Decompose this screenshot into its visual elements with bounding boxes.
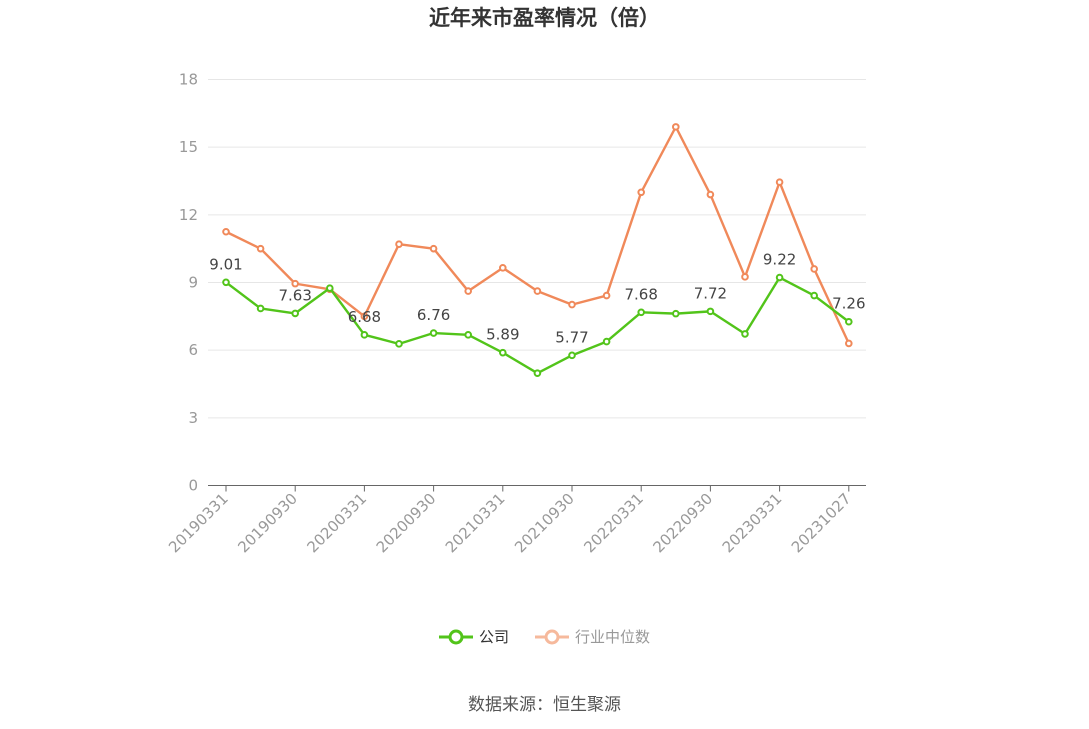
data-point-company[interactable] (637, 308, 646, 317)
data-point-industry[interactable] (222, 227, 230, 236)
data-label: 9.01 (209, 255, 242, 273)
data-label: 7.72 (694, 284, 727, 302)
legend-company-label: 公司 (478, 628, 509, 646)
data-point-industry[interactable] (845, 339, 853, 348)
legend-industry-icon (535, 629, 569, 644)
data-point-industry[interactable] (637, 188, 646, 197)
data-label: 5.77 (555, 328, 588, 346)
y-tick-label: 6 (188, 341, 198, 359)
data-point-industry[interactable] (395, 240, 403, 248)
data-point-company[interactable] (464, 331, 473, 339)
x-tick-label: 20231027 (788, 490, 855, 557)
data-point-industry[interactable] (741, 273, 749, 281)
data-point-company[interactable] (845, 317, 853, 326)
data-point-industry[interactable] (464, 287, 473, 295)
data-label: 7.63 (278, 286, 311, 304)
y-tick-label: 0 (188, 477, 198, 495)
legend-item-company[interactable]: 公司 (438, 626, 509, 647)
data-point-company[interactable] (395, 340, 403, 348)
data-label: 5.89 (486, 326, 519, 344)
data-point-company[interactable] (775, 273, 784, 282)
y-tick-label: 3 (188, 409, 198, 427)
data-point-industry[interactable] (499, 264, 507, 272)
data-label: 9.22 (763, 251, 796, 269)
data-point-company[interactable] (499, 348, 507, 357)
y-tick-label: 15 (179, 138, 198, 156)
x-tick-label: 20210930 (511, 490, 578, 557)
legend-industry-label: 行业中位数 (575, 628, 651, 646)
data-point-company[interactable] (256, 304, 265, 313)
data-point-industry[interactable] (568, 300, 576, 309)
data-point-industry[interactable] (672, 123, 680, 131)
data-label: 6.68 (348, 308, 381, 326)
y-tick-label: 12 (179, 206, 198, 224)
data-point-company[interactable] (706, 307, 715, 316)
axes: 0 3 6 9 12 15 18 20190331 20190930 20200331 202009… (165, 71, 866, 557)
data-point-industry[interactable] (533, 287, 542, 295)
grid-lines (208, 79, 866, 419)
chart-title: 近年来市盈率情况（倍） (429, 6, 660, 30)
data-point-company[interactable] (291, 309, 300, 318)
data-point-industry[interactable] (429, 244, 438, 253)
series-lines (222, 123, 853, 377)
x-tick-label: 20220930 (650, 490, 717, 557)
y-tick-label: 9 (188, 274, 198, 292)
legend: 公司 行业中位数 (0, 626, 1089, 647)
data-point-company[interactable] (429, 329, 438, 337)
data-point-company[interactable] (568, 351, 576, 360)
data-point-company[interactable] (672, 309, 680, 318)
data-point-industry[interactable] (256, 244, 265, 253)
legend-item-industry[interactable]: 行业中位数 (535, 626, 650, 647)
legend-company-icon (438, 629, 473, 644)
x-tick-label: 20190930 (234, 490, 301, 557)
data-point-company[interactable] (326, 284, 334, 292)
y-tick-label: 18 (179, 71, 198, 89)
data-point-industry[interactable] (706, 190, 715, 199)
x-tick-label: 20220331 (580, 490, 647, 557)
data-point-company[interactable] (360, 331, 369, 339)
data-labels: 9.01 7.63 6.68 6.76 5.89 5.77 7.68 7.72 9.22 7.26 (209, 251, 865, 347)
data-point-company[interactable] (810, 291, 819, 300)
data-point-company[interactable] (222, 278, 230, 287)
series-line-industry (225, 125, 850, 344)
x-tick-label: 20200930 (373, 490, 440, 557)
data-label: 7.68 (624, 285, 657, 303)
x-tick-label: 20210331 (442, 490, 509, 557)
data-point-company[interactable] (741, 330, 749, 338)
data-label: 7.26 (832, 295, 865, 313)
data-point-industry[interactable] (810, 265, 819, 273)
data-point-industry[interactable] (360, 312, 369, 321)
data-point-company[interactable] (602, 337, 611, 346)
x-tick-label: 20230331 (719, 490, 786, 557)
data-point-industry[interactable] (602, 291, 611, 300)
data-point-industry[interactable] (291, 279, 300, 288)
data-label: 6.76 (417, 306, 450, 324)
x-tick-label: 20190331 (165, 490, 232, 557)
data-point-company[interactable] (533, 369, 542, 377)
data-point-industry[interactable] (775, 178, 784, 186)
data-source: 数据来源：恒生聚源 (468, 695, 621, 715)
x-tick-label: 20200331 (304, 490, 371, 557)
